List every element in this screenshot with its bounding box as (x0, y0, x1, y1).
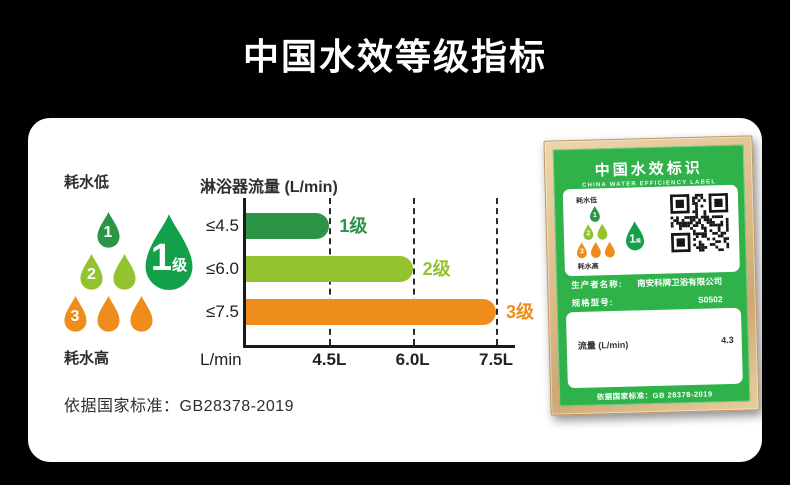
low-consumption-label: 耗水低 (64, 174, 110, 191)
model-field-row: 规格型号: S0502 (572, 293, 723, 309)
water-drop-icon (145, 214, 193, 290)
bar-category-label: ≤6.0 (206, 259, 239, 278)
water-drop-icon (63, 295, 87, 332)
field-name: 生产者名称: (571, 278, 623, 291)
drop-grade-number: 2 (586, 229, 591, 238)
flow-name: 流量 (L/min) (577, 339, 629, 351)
water-drop (603, 241, 616, 258)
high-consumption-label: 耗水高 (64, 350, 110, 367)
high-consumption-label-mini: 耗水高 (577, 263, 599, 271)
water-drop: 1 (588, 205, 601, 222)
water-drop-icon (80, 253, 103, 290)
big-drop-grade-text: 1级 (139, 239, 199, 277)
grade-1-big-drop: 1级 (139, 210, 199, 295)
x-tick-label: 7.5L (478, 350, 514, 369)
water-drop-icon (597, 223, 608, 240)
page-title: 中国水效等级指标 (242, 36, 547, 77)
flow-row: 流量 (L/min) 4.3 (578, 335, 734, 352)
water-drop-icon (583, 224, 594, 240)
big-drop-suffix: 级 (172, 257, 188, 275)
water-drop (94, 295, 123, 333)
water-drop (127, 295, 156, 333)
y-axis-line (243, 198, 246, 348)
label-footer: 依据国家标准：GB 28378-2019 (596, 389, 713, 402)
bar-category-label: ≤7.5 (206, 302, 239, 321)
pyramid-row: 3 (575, 241, 616, 259)
field-name: 规格型号: (571, 297, 614, 309)
pyramid-row: 1 (94, 211, 123, 249)
producer-field-row: 生产者名称: 南安科牌卫浴有限公司 (571, 275, 722, 291)
label-grade-panel: 耗水低 1 2 3 耗水高 1级 (562, 184, 740, 277)
water-drop-icon (113, 253, 136, 290)
drop-grade-number: 2 (87, 266, 96, 284)
drop-pyramid-mini: 1 2 3 (572, 205, 618, 259)
field-value: S0502 (697, 294, 723, 305)
drop-grade-number: 3 (70, 308, 80, 326)
water-drop (589, 241, 602, 258)
grade-1-big-drop-mini: 1级 (623, 220, 648, 252)
flow-bar (246, 256, 413, 282)
x-tick-label: 4.5L (312, 350, 347, 369)
drop-grade-number: 1 (592, 211, 597, 219)
low-consumption-label-mini: 耗水低 (575, 197, 598, 205)
big-drop-number: 1 (150, 237, 173, 280)
water-drop-icon (590, 241, 601, 258)
label-body: 中国水效标识 CHINA WATER EFFICIENCY LABEL 耗水低 … (552, 144, 751, 407)
drop-pyramid: 1 2 3 (54, 211, 162, 333)
x-axis-unit-label: L/min (200, 350, 242, 369)
pyramid-row: 2 (582, 223, 609, 241)
water-drop-icon (129, 295, 153, 332)
qr-code (669, 192, 730, 253)
water-drop: 3 (575, 242, 588, 259)
x-tick-label: 6.0L (395, 350, 430, 369)
bar-grade-label: 2级 (422, 259, 451, 279)
standard-note: 依据国家标准：GB28378-2019 (64, 398, 295, 415)
water-efficiency-label: 中国水效标识 CHINA WATER EFFICIENCY LABEL 耗水低 … (543, 135, 760, 416)
water-drop-icon (604, 241, 615, 258)
water-drop-icon (96, 211, 120, 248)
water-drop: 2 (582, 223, 595, 240)
bar-grade-label: 3级 (506, 302, 535, 322)
pyramid-row: 3 (61, 295, 156, 333)
water-drop: 3 (61, 295, 90, 333)
flow-bar (246, 299, 496, 325)
bar-chart-plot: 4.5L 6.0L 7.5L L/min ≤4.5 1级 ≤6.0 2级 ≤7.5 3级 (200, 198, 534, 369)
big-drop-grade-text-mini: 1级 (623, 230, 647, 247)
water-drop-icon (626, 221, 645, 251)
chart-title: 淋浴器流量 (L/min) (200, 179, 338, 196)
water-drop-icon (576, 242, 587, 259)
water-drop: 1 (94, 211, 123, 249)
flow-bar (246, 213, 330, 239)
water-drop: 2 (77, 253, 106, 291)
x-axis-line (243, 345, 515, 348)
bar-category-label: ≤4.5 (206, 216, 239, 235)
label-title: 中国水效标识 (594, 159, 703, 180)
label-flow-panel: 流量 (L/min) 4.3 (565, 307, 743, 389)
pyramid-row: 1 (588, 205, 601, 222)
water-drop (110, 253, 139, 291)
water-drop-icon (96, 295, 120, 332)
big-drop-suffix-mini: 级 (635, 238, 642, 245)
flow-value: 4.3 (721, 334, 734, 346)
drop-grade-number: 1 (103, 224, 113, 242)
gridline (412, 198, 415, 345)
field-value: 南安科牌卫浴有限公司 (637, 276, 723, 289)
water-drop-icon (590, 205, 600, 222)
drop-grade-number: 3 (579, 248, 584, 256)
water-drop (596, 223, 609, 240)
gridline (496, 198, 498, 345)
bar-grade-label: 1级 (339, 216, 368, 236)
wooden-frame: 中国水效标识 CHINA WATER EFFICIENCY LABEL 耗水低 … (543, 135, 760, 416)
pyramid-row: 2 (77, 253, 139, 291)
